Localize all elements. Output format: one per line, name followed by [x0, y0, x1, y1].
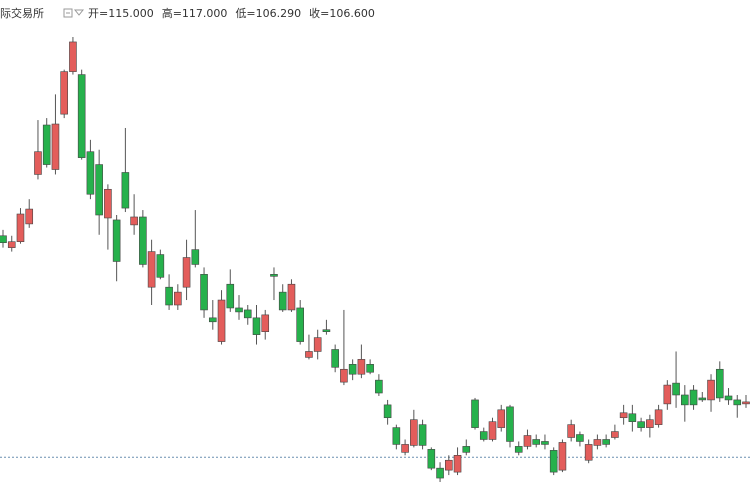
candle-body — [602, 439, 610, 445]
candle-body — [427, 449, 436, 469]
candle-body — [121, 172, 130, 209]
candle-body — [156, 254, 165, 278]
icon[interactable] — [63, 8, 73, 18]
candle-body — [453, 454, 462, 473]
candle-body — [357, 359, 366, 375]
candle-body — [724, 395, 733, 401]
candle-body — [646, 419, 654, 428]
candle-body — [366, 364, 374, 373]
candle-body — [523, 435, 532, 447]
candle-body — [60, 71, 68, 115]
candle-body — [383, 404, 392, 419]
candle-body — [147, 251, 156, 288]
candle-body — [348, 364, 357, 375]
candle-body — [444, 459, 453, 471]
candle-body — [584, 444, 593, 461]
candle-body — [471, 399, 479, 428]
candle-body — [261, 314, 270, 332]
candle-body — [77, 74, 86, 158]
candle-body — [95, 164, 103, 216]
candle-body — [139, 216, 147, 265]
candle-body — [715, 368, 724, 399]
candle-body — [331, 349, 339, 368]
candle-body — [689, 389, 698, 406]
candle-body — [7, 241, 16, 248]
candle-body — [104, 188, 112, 219]
candle-body — [497, 409, 506, 428]
candle-body — [532, 439, 541, 445]
candle-body — [462, 446, 471, 453]
toolbar-icons[interactable] — [63, 8, 85, 18]
candle-body — [707, 379, 715, 401]
candle-body — [243, 309, 252, 319]
candle-body — [576, 434, 584, 442]
candle-body — [488, 421, 497, 440]
exchange-name: 际交易所 — [0, 6, 44, 20]
ohlc-label: 收=106.600 — [309, 6, 375, 20]
candle-body — [0, 235, 7, 243]
candle-body — [401, 444, 409, 453]
candle-body — [278, 291, 287, 311]
candle-body — [742, 401, 750, 405]
candle-body — [69, 41, 77, 72]
candle-body — [619, 412, 628, 419]
candle-body — [51, 123, 60, 170]
candle-body — [226, 283, 235, 309]
candle-body — [322, 329, 331, 332]
candle-body — [628, 413, 637, 422]
candle-body — [16, 213, 25, 242]
candle-body — [681, 394, 689, 406]
candle-body — [112, 219, 121, 262]
candle-body — [165, 286, 173, 306]
ohlc-label: 高=117.000 — [162, 6, 228, 20]
icon[interactable] — [73, 9, 85, 16]
candle-body — [549, 450, 558, 473]
candle-body — [375, 379, 383, 394]
candle-body — [698, 397, 707, 401]
candle-body — [200, 274, 208, 311]
candle-body — [235, 307, 243, 313]
ohlc-label: 低=106.290 — [235, 7, 301, 20]
candle-body — [270, 274, 278, 277]
candle-body — [174, 291, 182, 306]
candle-body — [340, 368, 348, 383]
candle-body — [25, 208, 34, 225]
candle-body — [654, 409, 663, 425]
candle-body — [130, 216, 138, 226]
candle-body — [305, 351, 313, 358]
candle-body — [436, 467, 444, 479]
candle-body — [34, 151, 42, 175]
candle-body — [217, 299, 226, 342]
candle-body — [296, 307, 305, 342]
candle-body — [506, 406, 514, 442]
candle-body — [567, 424, 575, 438]
candle-body — [593, 439, 602, 446]
candle-body — [287, 283, 296, 311]
candle-body — [86, 151, 95, 195]
candle-body — [611, 431, 619, 438]
candle-body — [514, 446, 523, 453]
candle-body — [733, 399, 742, 406]
candle-body — [479, 431, 488, 440]
candle-body — [558, 442, 567, 471]
candle-body — [637, 421, 645, 428]
candle-body — [182, 257, 191, 288]
candle-body — [410, 419, 418, 446]
candle-body — [663, 384, 672, 405]
candle-body — [208, 317, 217, 323]
candle-body — [418, 424, 427, 446]
candle-body — [392, 427, 401, 445]
candle-body — [252, 317, 261, 335]
candle-body — [313, 337, 322, 352]
candle-body — [191, 249, 200, 265]
candle-body — [672, 382, 680, 396]
ohlc-label: 开=115.000 — [88, 7, 154, 20]
candle-body — [541, 441, 549, 445]
candle-body — [42, 124, 51, 165]
